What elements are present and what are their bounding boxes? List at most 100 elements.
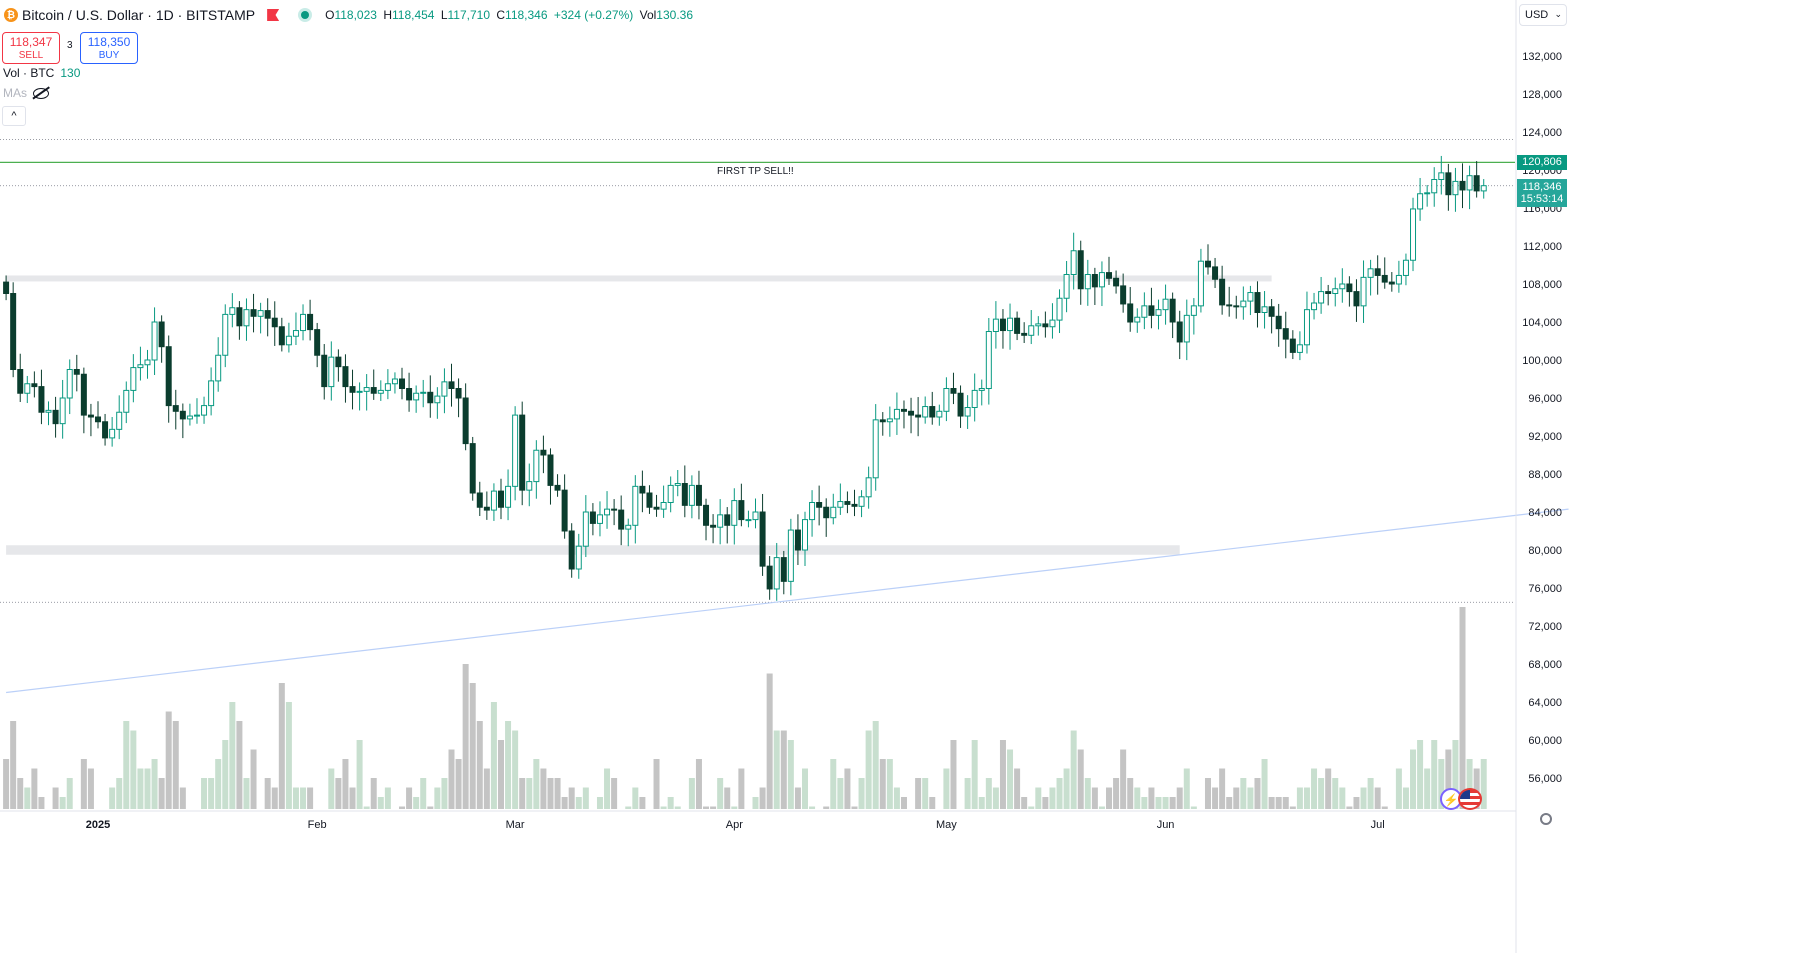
candle xyxy=(568,523,575,578)
candle-body xyxy=(879,419,886,423)
candle xyxy=(1226,286,1233,317)
flag-icon[interactable] xyxy=(267,9,280,21)
time-tick-label: Jun xyxy=(1157,819,1175,831)
volume-bar xyxy=(349,787,356,809)
settings-icon[interactable] xyxy=(1540,813,1552,825)
candle xyxy=(872,404,879,491)
candle-body xyxy=(109,428,116,439)
volume-bar xyxy=(766,673,773,809)
candle-body xyxy=(809,502,816,521)
candle-body xyxy=(434,395,441,404)
volume-legend[interactable]: Vol · BTC 130 xyxy=(3,66,80,80)
volume-bar xyxy=(59,797,66,809)
candle-body xyxy=(38,386,45,413)
candle-body xyxy=(1275,315,1282,330)
volume-bar xyxy=(1098,806,1105,809)
candle-body xyxy=(377,389,384,394)
lightning-icon[interactable]: ⚡ xyxy=(1440,788,1462,810)
candle xyxy=(1431,167,1438,207)
candle-body xyxy=(738,500,745,521)
candle-body xyxy=(1162,298,1169,311)
candle xyxy=(1070,232,1077,290)
candle-body xyxy=(151,321,158,361)
candle xyxy=(526,463,533,507)
candle xyxy=(1417,177,1424,221)
candle-body xyxy=(137,364,144,369)
candle-body xyxy=(285,335,292,346)
volume-bar xyxy=(1212,787,1219,809)
candle xyxy=(667,476,674,513)
candle xyxy=(547,448,554,505)
candle-body xyxy=(653,506,660,510)
candle-body xyxy=(575,545,582,570)
candle xyxy=(455,378,462,418)
volume-bar xyxy=(1007,749,1014,809)
candle xyxy=(1162,284,1169,325)
symbol-header[interactable]: ₿ Bitcoin / U.S. Dollar · 1D · BITSTAMP … xyxy=(0,0,696,30)
volume-bar xyxy=(1035,787,1042,809)
candle-body xyxy=(780,557,787,582)
volume-bar xyxy=(328,768,335,809)
candle xyxy=(66,359,73,415)
candle-body xyxy=(490,490,497,511)
us-flag-icon[interactable] xyxy=(1458,788,1482,810)
volume-bar xyxy=(406,787,413,809)
candle-body xyxy=(1353,291,1360,307)
collapse-legend-button[interactable]: ^ xyxy=(2,106,26,126)
volume-bar xyxy=(1049,787,1056,809)
volume-bar xyxy=(1063,768,1070,809)
volume-bar xyxy=(469,683,476,809)
volume-bar xyxy=(851,806,858,809)
candle-body xyxy=(731,500,738,526)
candle xyxy=(483,491,490,520)
candle xyxy=(1077,240,1084,305)
volume-bar xyxy=(1084,778,1091,809)
volume-bar xyxy=(1204,778,1211,809)
candle-body xyxy=(660,502,667,510)
candle-body xyxy=(999,318,1006,332)
candle xyxy=(745,510,752,528)
volume-bar xyxy=(10,721,17,809)
candle xyxy=(936,404,943,426)
candle-body xyxy=(406,388,413,401)
candle-body xyxy=(391,378,398,385)
volume-bar xyxy=(24,787,31,809)
volume-bar xyxy=(490,702,497,809)
volume-bar xyxy=(1021,797,1028,809)
candle-body xyxy=(787,529,794,582)
candle-body xyxy=(830,506,837,519)
candle-body xyxy=(992,318,999,332)
market-status-icon[interactable] xyxy=(301,11,310,19)
candle xyxy=(271,301,278,346)
volume-bar xyxy=(738,768,745,809)
volume-bar xyxy=(1473,768,1480,809)
candle-body xyxy=(307,313,314,331)
volume-bar xyxy=(264,778,271,809)
candle xyxy=(328,341,335,401)
candle-body xyxy=(158,321,165,348)
candle-body xyxy=(773,557,780,590)
eye-hidden-icon[interactable] xyxy=(33,87,49,99)
sell-button[interactable]: 118,347 SELL xyxy=(2,32,60,64)
candle xyxy=(1473,161,1480,198)
symbol-title[interactable]: Bitcoin / U.S. Dollar · 1D · BITSTAMP xyxy=(22,7,256,23)
candle xyxy=(1021,322,1028,343)
candle-body xyxy=(1155,309,1162,316)
volume-legend-value: 130 xyxy=(60,66,81,80)
candle-body xyxy=(1106,272,1113,279)
countdown-timer: 15:53:14 xyxy=(1520,193,1564,205)
candle-body xyxy=(1466,175,1473,191)
candle-body xyxy=(349,386,356,393)
mas-legend[interactable]: MAs xyxy=(3,86,49,100)
candle-body xyxy=(802,519,808,551)
volume-bar xyxy=(759,787,766,809)
buy-button[interactable]: 118,350 BUY xyxy=(80,32,138,64)
candle-body xyxy=(123,389,130,413)
candle xyxy=(752,498,759,529)
sell-price: 118,347 xyxy=(9,35,53,49)
line-annotation-text[interactable]: FIRST TP SELL!! xyxy=(717,166,794,177)
candle-body xyxy=(1311,302,1318,311)
currency-select[interactable]: USD ⌄ xyxy=(1519,4,1567,26)
last-price-value: 118,346 xyxy=(1522,181,1562,193)
